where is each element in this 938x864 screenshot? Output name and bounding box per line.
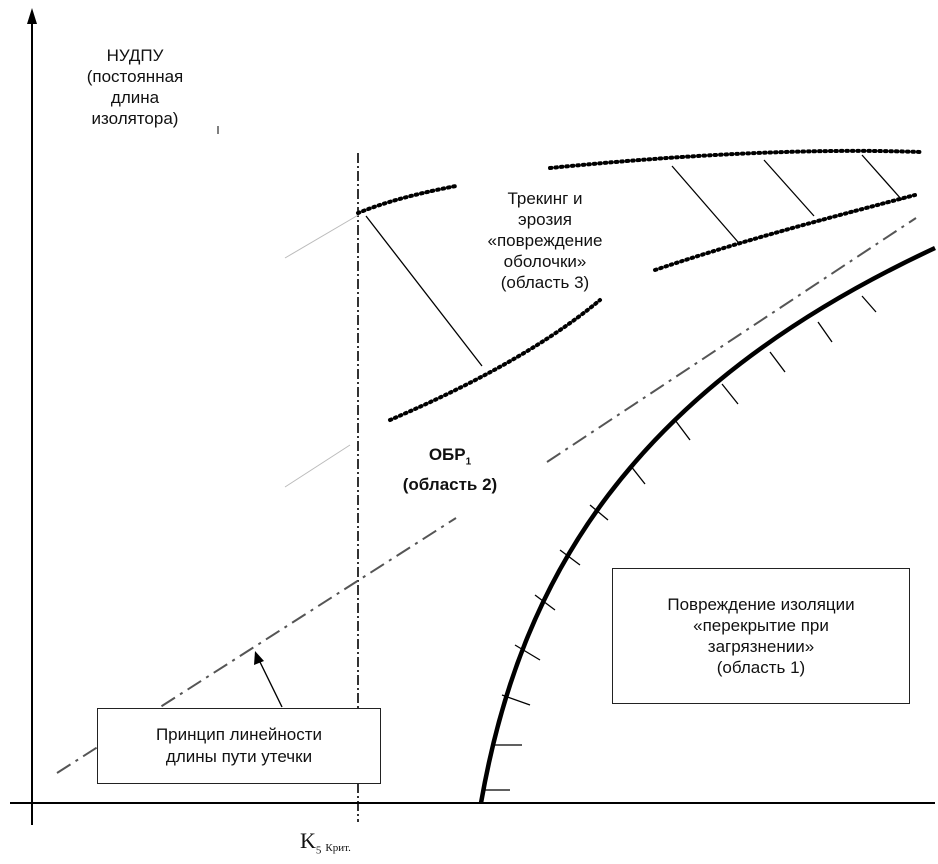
x-axis-critical-label: K5 Крит. — [300, 828, 351, 857]
linearity-label-line: Принцип линейности — [155, 725, 323, 744]
linearity-line-upper — [546, 217, 917, 463]
region3-hatch-line — [861, 154, 903, 201]
region1-label-line: загрязнении» — [707, 637, 815, 656]
linearity-faint-line-lower — [284, 444, 351, 488]
y-axis-arrowhead — [27, 8, 37, 24]
y-axis-label-line: НУДПУ — [106, 46, 164, 65]
region2-label-line2: (область 2) — [402, 475, 498, 495]
region2-label-line1: ОБР1 — [428, 445, 472, 468]
region3-label-line: (область 3) — [500, 273, 590, 292]
region3-label-line: эрозия — [518, 210, 572, 229]
region3-hatch-line — [763, 159, 815, 217]
region2-label: ОБР1 (область 2) — [380, 443, 520, 496]
linearity-line-lower — [56, 517, 457, 774]
region1-label-line: «перекрытие при — [693, 616, 829, 635]
region3-label-line: «повреждение — [487, 231, 603, 250]
region1-label-line: (область 1) — [716, 658, 806, 677]
region3-label: Трекинг и эрозия «повреждение оболочки» … — [470, 188, 620, 293]
linearity-label-line: длины пути утечки — [165, 747, 313, 766]
region3-lower-middle-boundary — [388, 298, 602, 422]
region3-top-right-boundary — [548, 148, 922, 170]
linearity-pointer-arrowhead — [254, 651, 264, 665]
region1-boundary-curve — [478, 245, 936, 804]
region3-bottom-right-boundary — [653, 193, 917, 272]
y-axis-label: НУДПУ (постоянная длина изолятора) — [60, 45, 210, 129]
y-axis-label-line: длина — [110, 88, 160, 107]
region1-label-line: Повреждение изоляции — [667, 595, 855, 614]
region1-box: Повреждение изоляции «перекрытие при заг… — [612, 568, 910, 704]
y-axis-label-line: изолятора) — [91, 109, 179, 128]
region3-hatch-line — [365, 215, 483, 367]
region3-label-line: оболочки» — [503, 252, 587, 271]
y-axis-label-line: (постоянная — [86, 67, 184, 86]
region3-label-line: Трекинг и — [507, 189, 583, 208]
linearity-pointer-arrow — [258, 659, 283, 708]
linearity-box: Принцип линейности длины пути утечки — [97, 708, 381, 784]
region3-hatch-line — [671, 165, 739, 243]
region3-lower-left-boundary — [356, 184, 458, 215]
linearity-faint-line-upper — [284, 213, 361, 259]
region1-hatch-ticks — [485, 295, 877, 791]
